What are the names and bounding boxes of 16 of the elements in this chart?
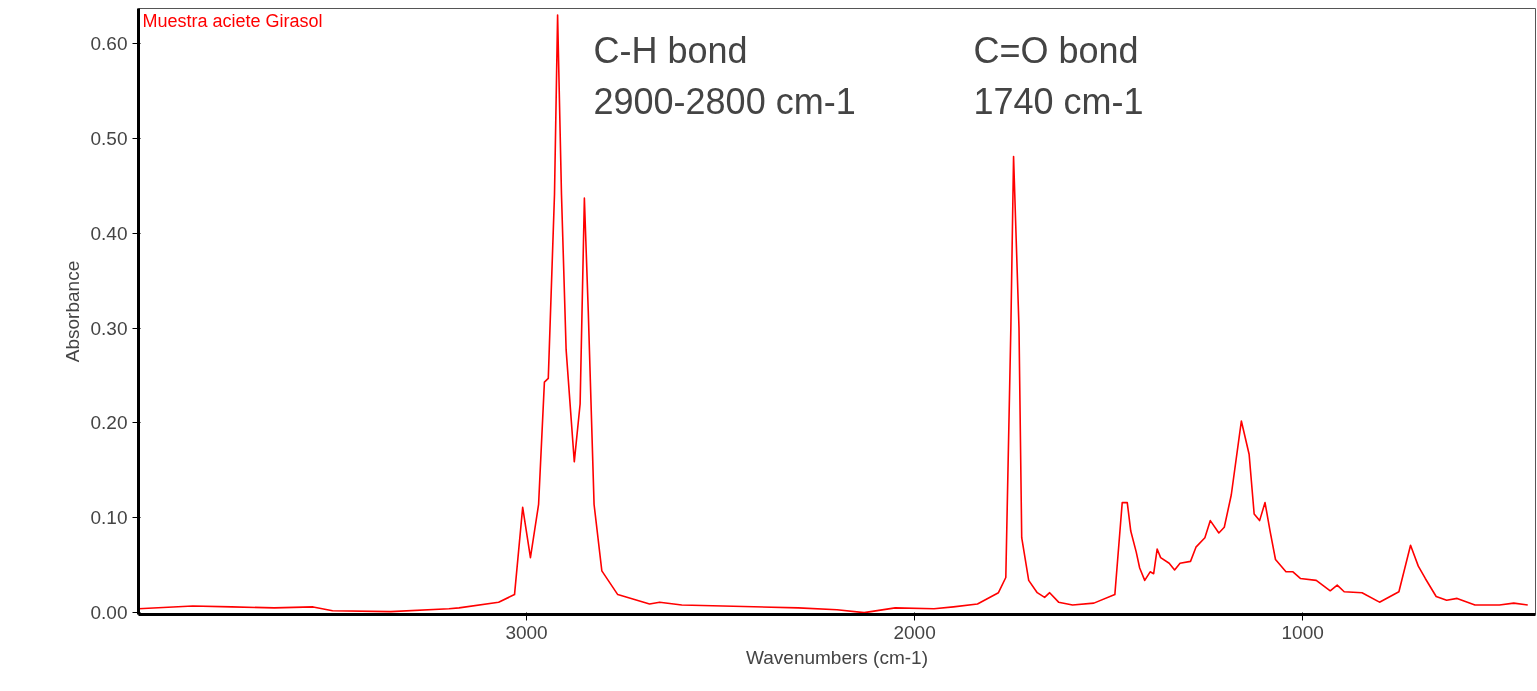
annotation: C=O bond 1740 cm-1: [973, 29, 1144, 122]
y-tick-label: 0.00: [90, 602, 128, 624]
y-tick-label: 0.60: [90, 33, 128, 55]
y-tick-label: 0.50: [90, 127, 128, 149]
x-axis-title: Wavenumbers (cm-1): [746, 646, 928, 668]
y-tick-label: 0.20: [90, 412, 128, 434]
y-tick-label: 0.40: [90, 222, 128, 244]
y-axis-title: Absorbance: [61, 260, 83, 363]
y-tick-label: 0.10: [90, 507, 128, 529]
y-tick-label: 0.30: [90, 317, 128, 339]
x-tick-label: 2000: [893, 621, 936, 643]
x-tick-label: 3000: [505, 621, 548, 643]
annotation: C-H bond 2900-2800 cm-1: [593, 29, 856, 122]
x-tick-label: 1000: [1281, 621, 1324, 643]
text: Muestra aciete Girasol: [142, 10, 323, 31]
line-series: [138, 14, 1529, 614]
